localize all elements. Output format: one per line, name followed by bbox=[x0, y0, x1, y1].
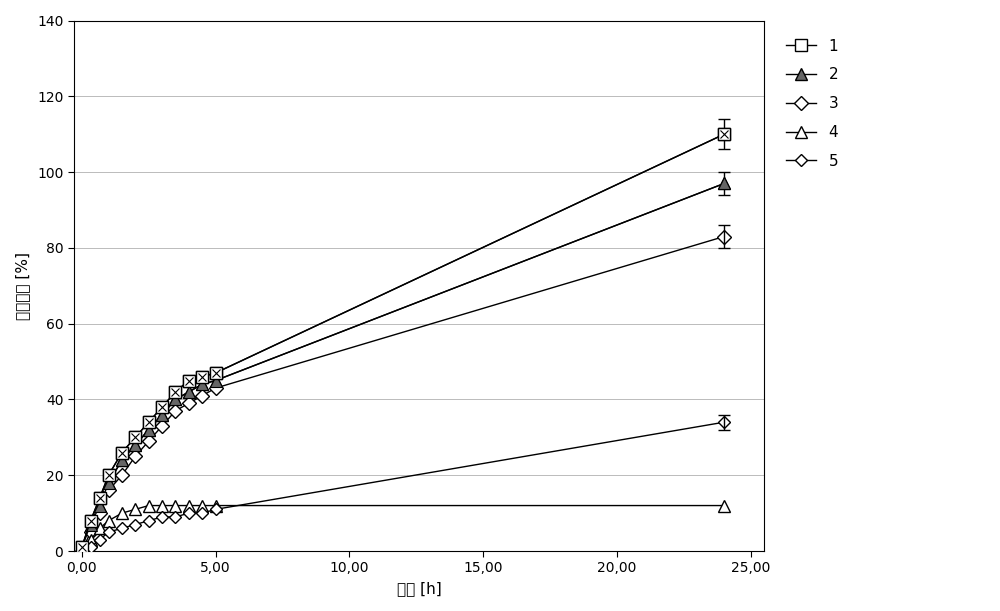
X-axis label: 时间 [h]: 时间 [h] bbox=[397, 581, 441, 596]
Y-axis label: 体积增加 [%]: 体积增加 [%] bbox=[15, 252, 30, 320]
Legend: 1, 2, 3, 4, 5: 1, 2, 3, 4, 5 bbox=[786, 38, 838, 169]
